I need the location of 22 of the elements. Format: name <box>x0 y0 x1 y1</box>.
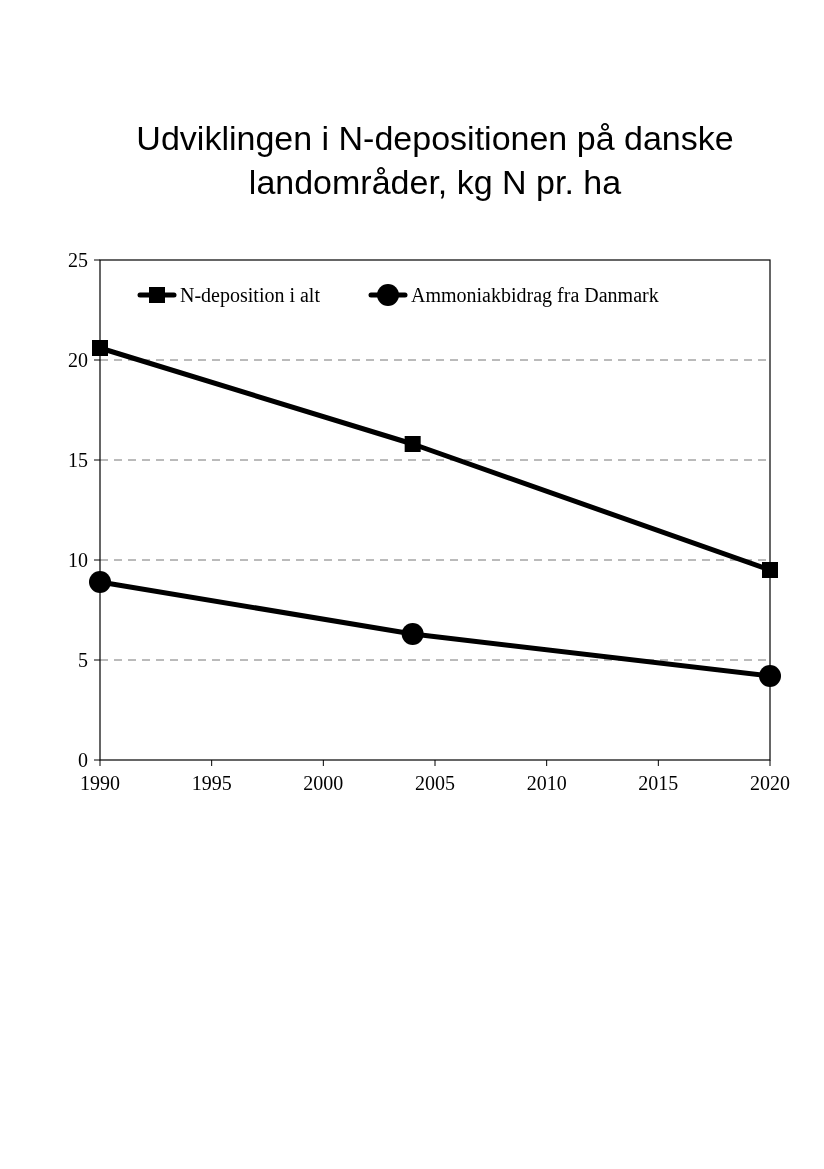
x-tick-label: 2005 <box>415 772 455 794</box>
chart-title: Udviklingen i N-depositionen på danske landområder, kg N pr. ha <box>136 119 734 201</box>
point <box>92 340 108 356</box>
x-tick-label: 2010 <box>526 772 567 794</box>
y-tick-label: 20 <box>68 349 88 371</box>
y-tick-label: 15 <box>68 449 88 471</box>
y-tick-label: 5 <box>78 649 88 671</box>
x-tick-label: 2020 <box>750 772 790 794</box>
point <box>759 665 781 687</box>
legend-label: Ammoniakbidrag fra Danmark <box>411 284 659 307</box>
point <box>89 571 111 593</box>
legend-label: N-deposition i alt <box>180 284 321 307</box>
y-tick-label: 10 <box>68 549 88 571</box>
x-tick-label: 1990 <box>80 772 120 794</box>
x-tick-label: 1995 <box>191 772 232 794</box>
point <box>401 623 424 645</box>
y-tick-label: 25 <box>68 249 88 271</box>
x-tick-label: 2000 <box>303 772 344 794</box>
x-tick-label: 2015 <box>638 772 679 794</box>
y-tick-label: 0 <box>78 749 88 771</box>
point <box>404 436 421 452</box>
point <box>762 562 778 578</box>
